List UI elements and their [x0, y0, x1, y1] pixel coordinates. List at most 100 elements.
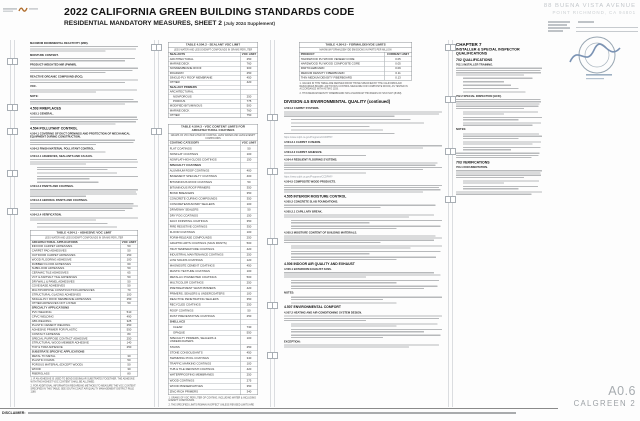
- paragraph-lead: 4.505.2 CONCRETE SLAB FOUNDATIONS.: [284, 200, 339, 204]
- label-cell: MULTICOLOR COATINGS: [169, 281, 204, 285]
- paragraph: 4.505.2 CONCRETE SLAB FOUNDATIONS.: [284, 201, 442, 208]
- text-line-placeholder: [30, 89, 137, 91]
- paragraph-lead: MAXIMUM INCREMENTAL REACTIVITY (MIR).: [30, 42, 89, 45]
- table-formaldehyde-limits: TABLE 4.504.5 - FORMALDEHYDE LIMITS MAXIM…: [299, 42, 412, 95]
- text-line-placeholder: [456, 74, 524, 76]
- subheader-cell: SPECIALTY APPLICATIONS: [31, 306, 70, 310]
- body-text-703: 703.1 DOCUMENTATION.: [456, 166, 542, 195]
- text-line-placeholder: [284, 132, 395, 135]
- text-line-placeholder: [291, 253, 370, 255]
- keynote-marker: [7, 58, 18, 65]
- label-cell: STONE CONSOLIDANTS: [169, 351, 203, 355]
- paragraph: [463, 180, 542, 184]
- paragraph: MOISTURE CONTENT.: [30, 54, 138, 62]
- paragraph: 4.504.4 RESILIENT FLOORING SYSTEMS.: [284, 158, 442, 171]
- paragraph: [291, 280, 442, 284]
- chapter-7-subheading: INSTALLER & SPECIAL INSPECTOR QUALIFICAT…: [456, 47, 520, 56]
- table-header-row: COATING CATEGORY VOC LIMIT: [168, 140, 258, 146]
- value-cell: 100: [240, 336, 258, 345]
- table-row: BITUMINOUS ROOF COATINGS 50: [168, 179, 258, 185]
- label-cell: TUB & TILE REFINISH COATINGS: [169, 368, 215, 372]
- text-line-placeholder: [456, 176, 524, 178]
- value-cell: 510: [120, 310, 138, 315]
- paragraph: 702.2 SPECIAL INSPECTION [HCD].: [456, 95, 542, 109]
- paragraph: 4.506.1 BATHROOM EXHAUST FANS.: [284, 268, 442, 278]
- value-cell: 120: [240, 257, 258, 264]
- label-cell: PARTICLEBOARD: [300, 67, 325, 71]
- value-cell: 50: [120, 358, 138, 363]
- text-line-placeholder: [463, 116, 542, 119]
- paragraph-lead: 4.504.2.1 ADHESIVES, SEALANTS AND CAULKS…: [30, 154, 93, 158]
- text-line-placeholder: [291, 285, 438, 287]
- text-line-placeholder: [456, 172, 541, 174]
- paragraph: 4.507.2 HEATING AND AIR-CONDITIONING SYS…: [284, 311, 442, 322]
- value-cell: 450: [240, 350, 258, 356]
- text-line-placeholder: [30, 161, 138, 163]
- value-cell: 50: [240, 179, 258, 185]
- value-cell: [240, 89, 258, 95]
- table-note: LESS WATER AND LESS EXEMPT COMPOUNDS IN …: [44, 236, 124, 240]
- value-cell: 100: [240, 202, 258, 208]
- value-cell: 250: [240, 372, 258, 378]
- paragraph-lead: 4.504.3.1 CARPET CUSHION.: [284, 141, 321, 145]
- table-row: TRAFFIC MARKING COATINGS 100: [168, 360, 258, 367]
- value-cell: 500: [240, 241, 258, 247]
- value-cell: [240, 319, 258, 325]
- label-cell: NONFLAT COATINGS: [169, 152, 199, 156]
- column-header: PRODUCT: [300, 53, 315, 57]
- table-footnote: 1. VALUES IN THIS TABLE ARE DERIVED FROM…: [299, 81, 408, 91]
- paragraph: [456, 191, 542, 195]
- table-row: LOW SOLIDS COATINGS 120: [168, 257, 258, 264]
- label-cell: PLASTIC FOAMS: [31, 359, 55, 363]
- label-cell: WATERPROOFING MEMBRANES: [169, 373, 214, 377]
- body-text-definitions: MAXIMUM INCREMENTAL REACTIVITY (MIR). MOI…: [30, 42, 138, 228]
- paragraph: 4.505 INTERIOR MOISTURE CONTROL: [284, 195, 442, 199]
- text-line-placeholder: [291, 122, 424, 124]
- table-row: OTHER 420: [168, 80, 258, 85]
- table-row: SINGLE-PLY ROOF MEMBRANE ADHESIVES 250: [30, 296, 138, 302]
- table-row: WATERPROOFING MEMBRANES 250: [168, 372, 258, 378]
- column-header: VOC LIMIT: [120, 240, 137, 245]
- table-row: OPAQUE 550: [168, 330, 258, 336]
- label-cell: PVC WELDING: [31, 310, 52, 314]
- table-row: WOOD 30: [30, 367, 138, 372]
- subheader-cell: SUBSTRATE SPECIFIC APPLICATIONS: [31, 350, 85, 354]
- text-line-placeholder: [30, 118, 138, 121]
- table-row: BASEMENT SPECIALTY COATINGS 400: [168, 173, 258, 180]
- table-footnote: 1. IF AN ADHESIVE IS USED TO BOND DISSIM…: [30, 377, 135, 383]
- table-title: TABLE 4.504.5 - FORMALDEHYDE LIMITS: [299, 43, 412, 49]
- paragraph-lead: 4.504.2.2 PAINTS AND COATINGS.: [30, 185, 74, 189]
- label-cell: PRIMERS, SEALERS & UNDERCOATERS: [169, 292, 225, 296]
- section-702-heading: 702 QUALIFICATIONS: [456, 58, 493, 63]
- value-cell: 420: [240, 246, 258, 252]
- label-cell: CONCRETE/MASONRY SEALERS: [169, 203, 215, 207]
- text-line-placeholder: [456, 69, 541, 72]
- text-line-placeholder: [284, 113, 439, 115]
- text-line-placeholder: [284, 214, 435, 216]
- sheet-title-block: 2022 CALIFORNIA GREEN BUILDING STANDARDS…: [64, 6, 494, 27]
- table-row: MARINE DECK 760: [168, 61, 258, 67]
- table-row: OTHER ADHESIVES NOT LISTED 50: [30, 301, 138, 306]
- paragraph: 4.503.1 GENERAL.: [30, 113, 138, 125]
- text-line-placeholder: [30, 159, 137, 161]
- label-cell: DRYWALL & PANEL ADHESIVES: [31, 280, 75, 284]
- value-cell: 50: [240, 146, 258, 152]
- table-row: SUBFLOOR ADHESIVES 50: [30, 266, 138, 271]
- text-line-placeholder: [30, 67, 138, 69]
- table-header-row: PRODUCT CURRENT LIMIT: [299, 52, 412, 57]
- value-cell: 250: [120, 297, 138, 302]
- column-voc-tables: TABLE 4.504.2 - SEALANT VOC LIMIT LESS WA…: [168, 42, 258, 406]
- paragraph: [463, 141, 542, 145]
- paragraph-lead: 4.504.1 COVERING OF DUCT OPENINGS AND PR…: [30, 132, 131, 139]
- value-cell: 350: [240, 190, 258, 197]
- table-title: TABLE 4.504.2 - SEALANT VOC LIMIT: [168, 43, 258, 49]
- footer-disclaimer: DISCLAIMER:: [2, 411, 552, 415]
- label-cell: OTHER: [169, 113, 180, 117]
- paragraph: [463, 81, 542, 83]
- label-cell: STRUCTURAL GLAZING ADHESIVES: [31, 293, 81, 297]
- value-cell: 100: [120, 257, 138, 262]
- text-line-placeholder: [30, 46, 138, 48]
- table-row: STAINS 250: [168, 344, 258, 350]
- keynote-rail: [154, 40, 159, 407]
- column-header: COATING CATEGORY: [169, 141, 200, 145]
